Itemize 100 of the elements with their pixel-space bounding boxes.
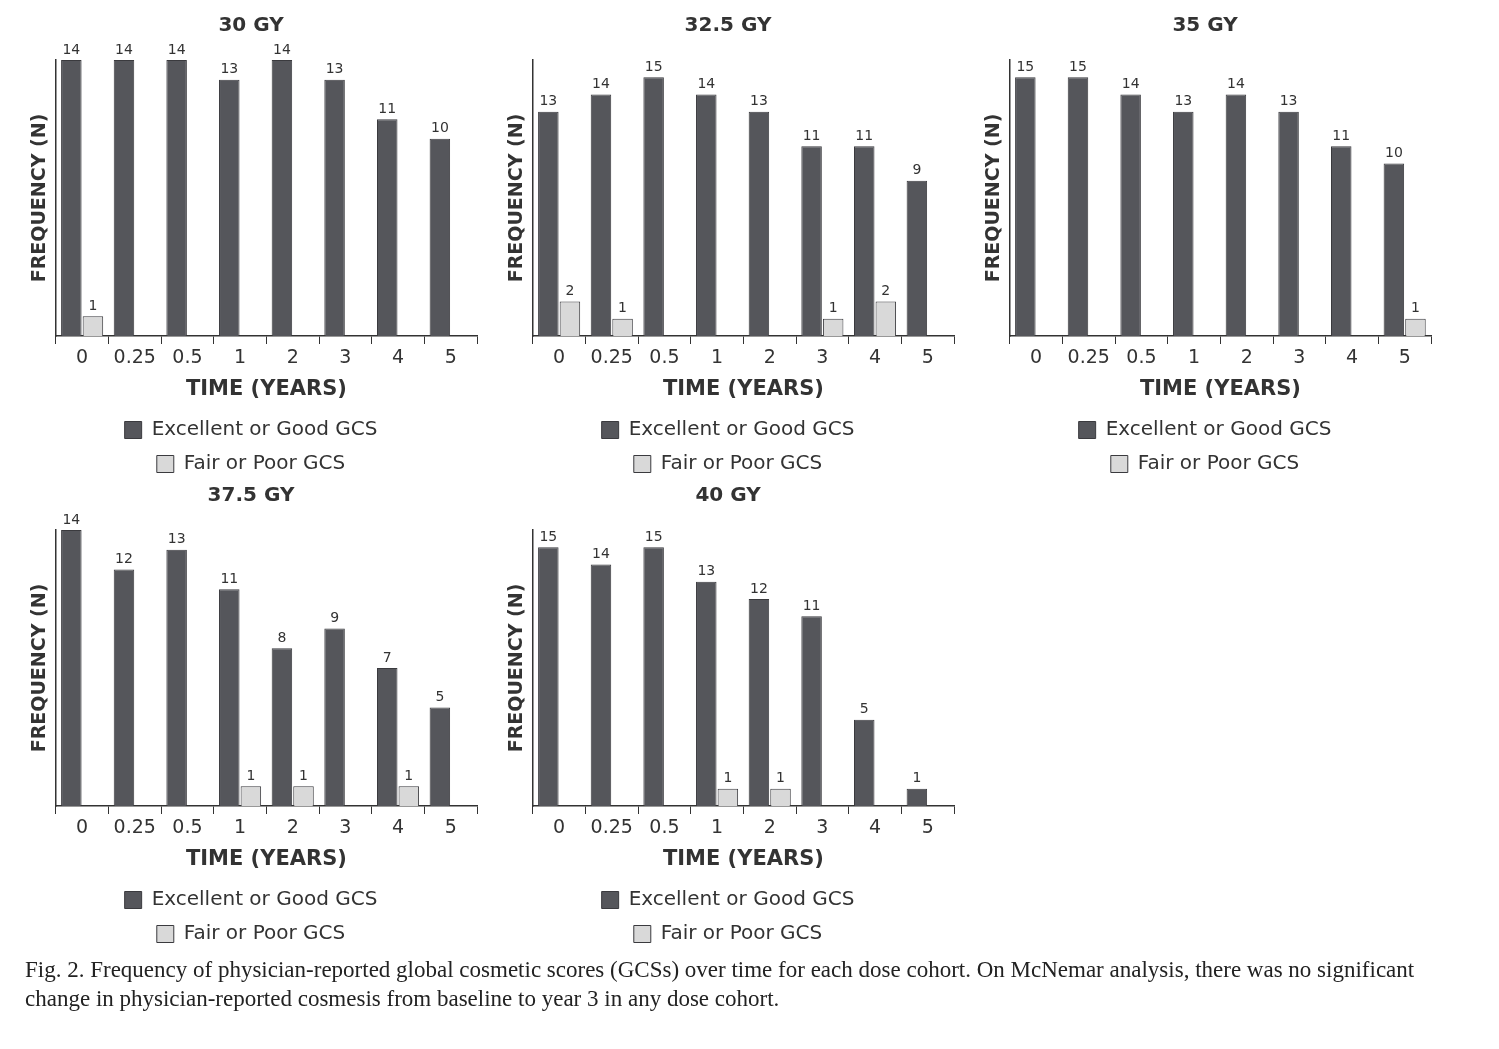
x-tick-label: 0.5 [649, 815, 680, 838]
data-label: 13 [539, 92, 558, 109]
x-axis-title: TIME (YEARS) [185, 845, 347, 870]
chart-title: 37.5 GY [207, 482, 295, 507]
legend-label: Excellent or Good GCS [628, 416, 855, 441]
legend-label: Fair or Poor GCS [1137, 450, 1300, 475]
legend-label: Excellent or Good GCS [151, 416, 378, 441]
data-label: 14 [273, 40, 291, 57]
data-label: 8 [277, 628, 287, 645]
x-tick-label: 2 [286, 815, 299, 838]
data-label: 14 [592, 75, 610, 92]
data-label: 13 [697, 562, 716, 579]
x-tick-label: 0 [76, 345, 89, 368]
x-tick-label: 0.25 [1067, 345, 1110, 368]
x-tick-label: 4 [391, 815, 405, 838]
data-label: 2 [565, 282, 575, 299]
data-label: 1 [723, 769, 733, 786]
x-tick-label: 2 [763, 815, 776, 838]
data-label: 13 [325, 60, 344, 77]
data-label: 5 [435, 688, 445, 705]
x-tick-label: 0.5 [172, 815, 203, 838]
x-tick-label: 0.25 [590, 815, 633, 838]
data-label: 12 [115, 550, 133, 567]
data-label: 1 [618, 299, 628, 316]
data-label: 14 [115, 40, 133, 57]
data-label: 1 [404, 766, 414, 783]
data-label: 13 [1174, 92, 1193, 109]
data-label: 7 [382, 648, 392, 665]
x-tick-label: 1 [1188, 345, 1201, 368]
x-tick-label: 0.5 [649, 345, 680, 368]
x-tick-label: 3 [339, 815, 352, 838]
caption: Fig. 2. Frequency of physician-reported global cosmetic scores (GCSs) over time for each dose cohort. On McNemar analysis, there was no significant change in physician-reported cosmesis from baseline to year 3 in any dose cohort. [25, 956, 1416, 1013]
x-tick-label: 5 [921, 345, 934, 368]
data-label: 12 [750, 579, 768, 596]
data-label: 15 [644, 527, 663, 544]
data-label: 15 [644, 57, 663, 74]
legend-label: Excellent or Good GCS [628, 886, 855, 911]
legend-label: Excellent or Good GCS [1105, 416, 1332, 441]
x-tick-label: 5 [444, 815, 457, 838]
x-tick-label: 2 [1240, 345, 1253, 368]
data-label: 1 [88, 296, 98, 313]
x-axis-title: TIME (YEARS) [662, 845, 824, 870]
data-label: 15 [1016, 57, 1035, 74]
chart-title: 30 GY [218, 12, 285, 37]
data-label: 11 [802, 596, 821, 613]
data-label: 11 [1332, 126, 1351, 143]
data-label: 14 [167, 40, 186, 57]
x-tick-label: 0 [553, 815, 566, 838]
legend-label: Fair or Poor GCS [183, 920, 346, 945]
data-label: 11 [378, 99, 397, 116]
x-tick-label: 1 [234, 815, 247, 838]
x-tick-label: 0.25 [113, 815, 156, 838]
x-tick-label: 3 [816, 815, 829, 838]
chart-title: 40 GY [695, 482, 762, 507]
y-axis-title: FREQUENCY (N) [504, 113, 527, 283]
data-label: 9 [330, 609, 340, 626]
x-tick-label: 4 [868, 815, 882, 838]
data-label: 1 [776, 769, 785, 786]
legend-label: Excellent or Good GCS [151, 886, 378, 911]
x-tick-label: 4 [1345, 345, 1359, 368]
data-label: 1 [246, 766, 256, 783]
x-tick-label: 0.25 [590, 345, 633, 368]
x-tick-label: 4 [868, 345, 882, 368]
data-label: 1 [1411, 299, 1420, 316]
data-label: 14 [1227, 75, 1245, 92]
data-label: 15 [1069, 57, 1087, 74]
data-label: 14 [697, 75, 716, 92]
data-label: 11 [220, 569, 239, 586]
x-tick-label: 1 [711, 815, 724, 838]
x-tick-label: 1 [234, 345, 247, 368]
x-axis-title: TIME (YEARS) [1139, 375, 1301, 400]
x-tick-label: 4 [391, 345, 405, 368]
data-label: 14 [592, 545, 610, 562]
chart-title: 35 GY [1172, 12, 1239, 37]
data-label: 5 [859, 700, 869, 717]
x-tick-label: 5 [444, 345, 457, 368]
data-label: 9 [912, 161, 922, 178]
x-tick-label: 1 [711, 345, 724, 368]
data-label: 13 [167, 530, 186, 547]
x-tick-label: 0 [76, 815, 89, 838]
data-label: 2 [881, 282, 891, 299]
legend-label: Fair or Poor GCS [183, 450, 346, 475]
x-tick-label: 0.5 [172, 345, 203, 368]
x-tick-label: 3 [1293, 345, 1306, 368]
data-label: 11 [802, 126, 821, 143]
legend-label: Fair or Poor GCS [660, 920, 823, 945]
chart-title: 32.5 GY [684, 12, 772, 37]
data-label: 1 [299, 766, 308, 783]
y-axis-title: FREQUENCY (N) [981, 113, 1004, 283]
data-label: 13 [1279, 92, 1298, 109]
x-tick-label: 0.5 [1126, 345, 1157, 368]
y-axis-title: FREQUENCY (N) [27, 113, 50, 283]
data-label: 10 [1384, 144, 1403, 161]
data-label: 13 [750, 92, 768, 109]
x-tick-label: 0 [1030, 345, 1043, 368]
x-tick-label: 3 [816, 345, 829, 368]
data-label: 13 [220, 60, 239, 77]
data-label: 14 [62, 510, 81, 527]
x-tick-label: 0.25 [113, 345, 156, 368]
data-label: 10 [430, 119, 449, 136]
